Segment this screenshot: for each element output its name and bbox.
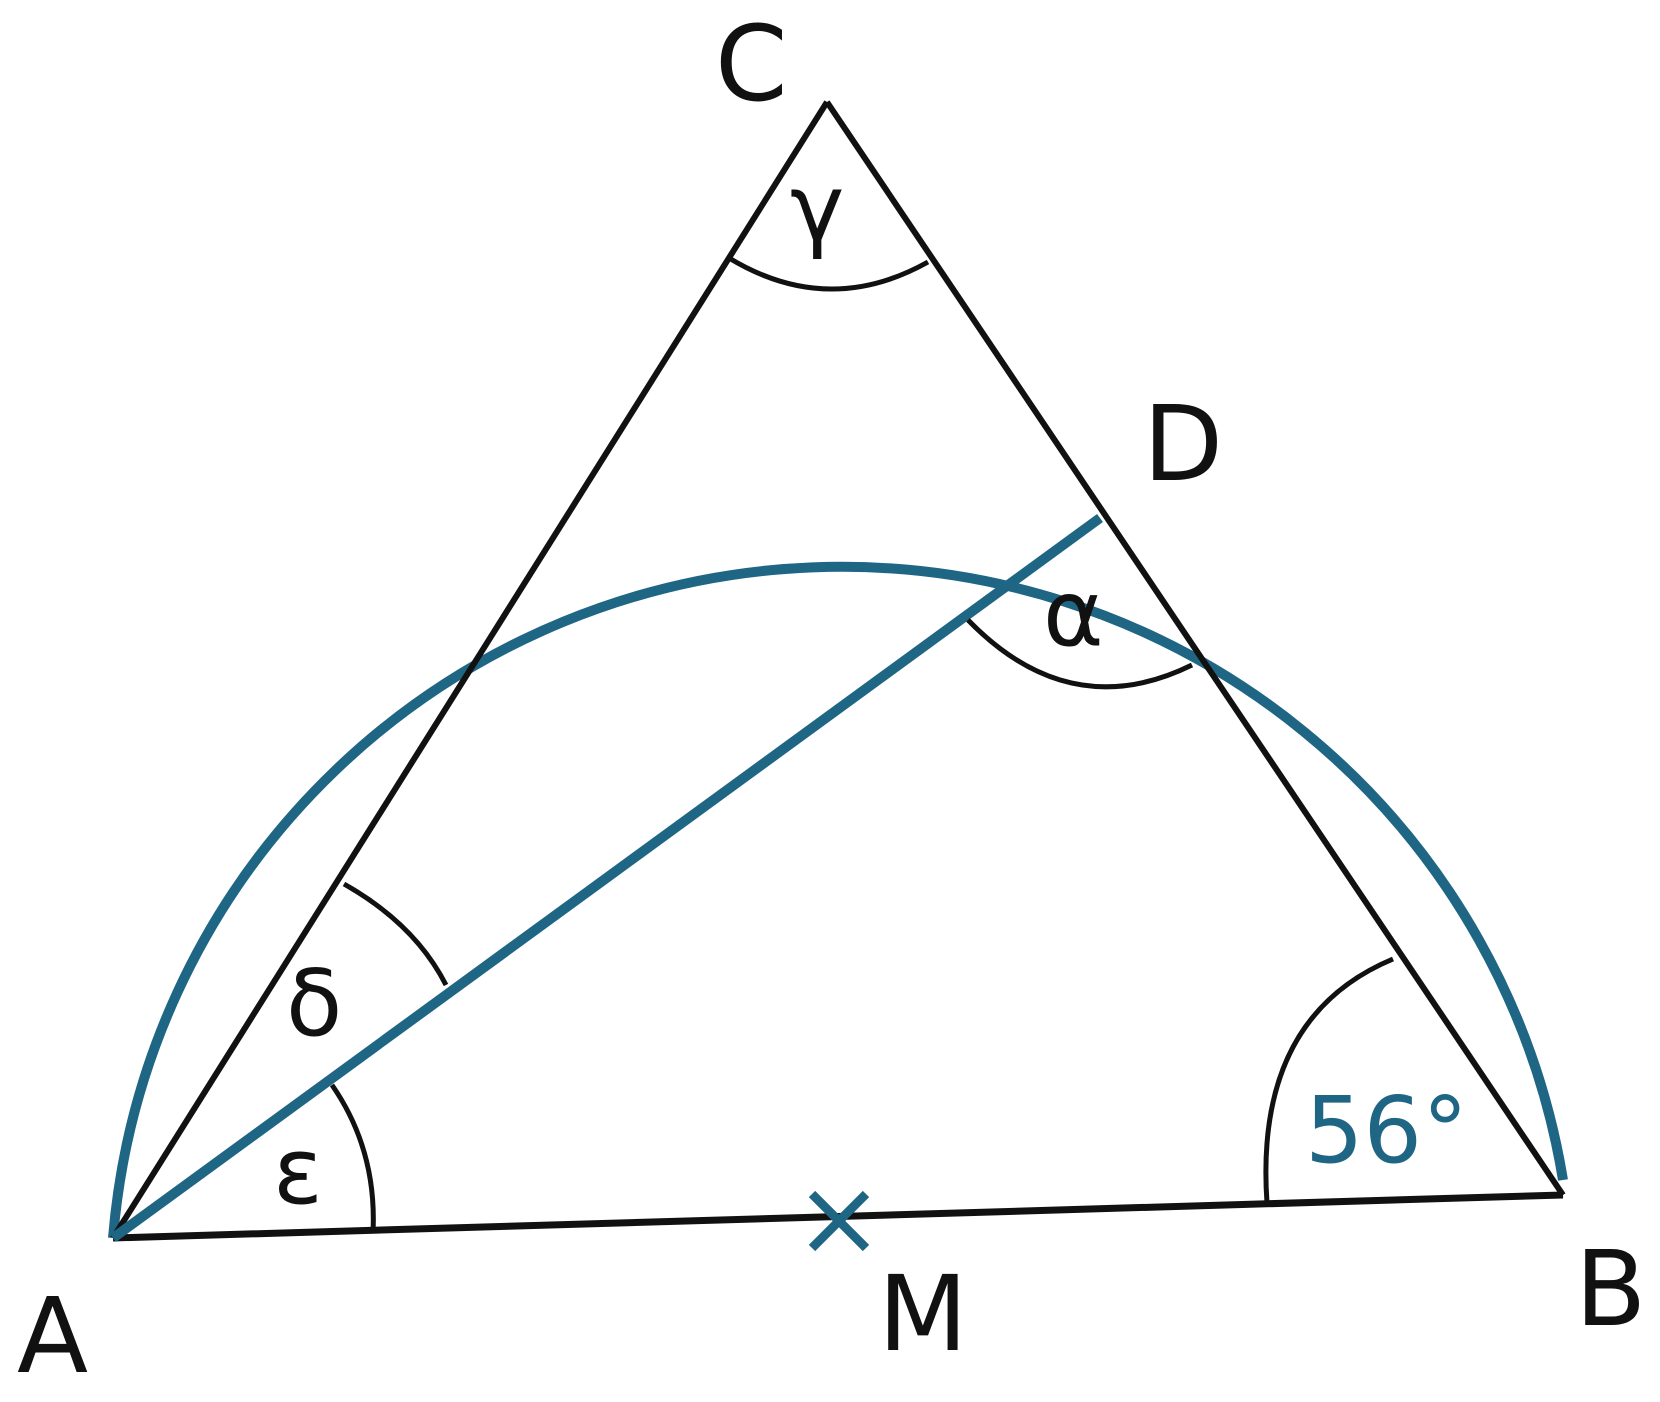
angle-arc-alpha — [966, 618, 1194, 690]
label-point-A: A — [17, 1275, 88, 1397]
angle-arc-gamma — [727, 255, 930, 292]
label-angle-B: 56° — [1305, 1077, 1468, 1184]
label-point-B: B — [1575, 1228, 1646, 1350]
angle-arc-B — [1263, 956, 1394, 1204]
label-angle-delta: δ — [286, 950, 342, 1057]
label-point-C: C — [715, 3, 788, 125]
label-angle-epsilon: ε — [273, 1118, 323, 1225]
label-angle-alpha: α — [1043, 560, 1104, 667]
angle-arc-epsilon — [329, 1083, 376, 1233]
angle-arc-delta — [342, 881, 449, 987]
label-point-D: D — [1143, 383, 1223, 505]
segment-AD — [110, 513, 1103, 1243]
label-angle-gamma: γ — [790, 155, 844, 262]
segment-AC — [110, 100, 830, 1240]
label-point-M: M — [878, 1253, 968, 1375]
semicircle-arc — [108, 561, 1568, 1239]
segment-CB — [824, 100, 1566, 1197]
center-mark-M — [808, 1190, 870, 1252]
